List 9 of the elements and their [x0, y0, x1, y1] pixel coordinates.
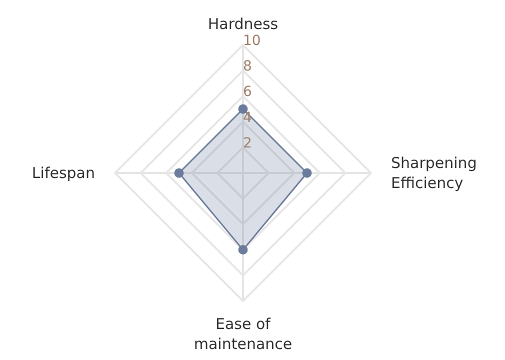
y-tick-label: 2: [243, 135, 252, 152]
y-tick-label: 4: [243, 110, 252, 126]
spoke-label: Hardness: [208, 15, 278, 33]
y-tick-label: 10: [243, 33, 261, 49]
spoke-label: Sharpening Efficiency: [391, 154, 477, 192]
spoke-label: Ease of maintenance: [194, 315, 292, 353]
spoke-label: Lifespan: [32, 164, 95, 182]
y-tick-label: 6: [243, 84, 252, 100]
y-tick-label: 8: [243, 58, 252, 75]
